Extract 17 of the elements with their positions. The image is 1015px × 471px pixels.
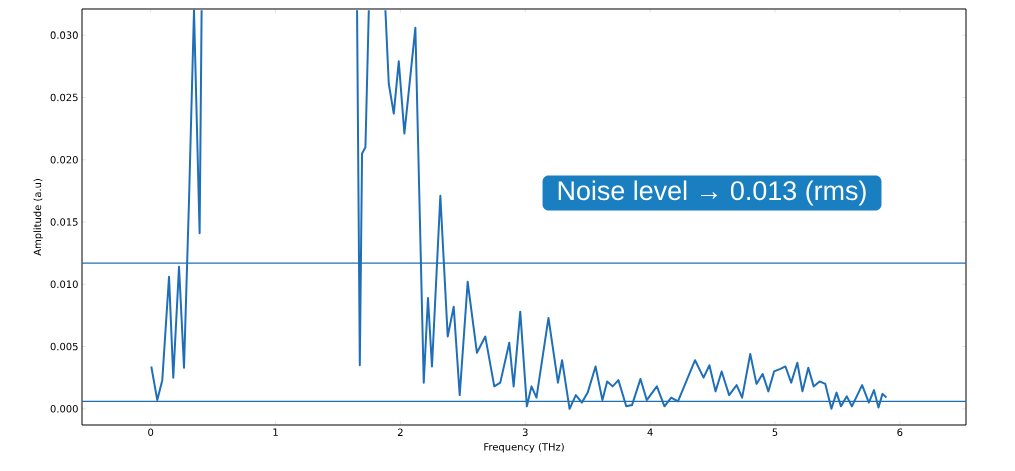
y-tick-label: 0.020 (50, 155, 78, 164)
y-tick-label: 0.000 (50, 405, 78, 413)
y-tick-label: 0.030 (50, 31, 78, 39)
x-tick-label: 6 (897, 428, 903, 437)
y-tick-label: 0.005 (50, 342, 78, 351)
annotation: Noise level → 0.013 (rms) (558, 180, 866, 206)
x-tick-label: 1 (273, 428, 278, 436)
x-axis-title: Frequency (THz) (484, 442, 564, 453)
x-tick-label: 4 (647, 428, 653, 436)
y-tick-label: 0.015 (50, 218, 78, 226)
y-tick-label: 0.010 (50, 280, 78, 289)
x-tick-label: 0 (148, 428, 154, 437)
y-axis-title: Amplitude (a.u) (33, 179, 44, 256)
y-tick-label: 0.025 (50, 93, 78, 102)
x-tick-label: 3 (522, 428, 528, 437)
x-tick-label: 2 (397, 428, 403, 436)
x-tick-label: 5 (772, 428, 778, 436)
